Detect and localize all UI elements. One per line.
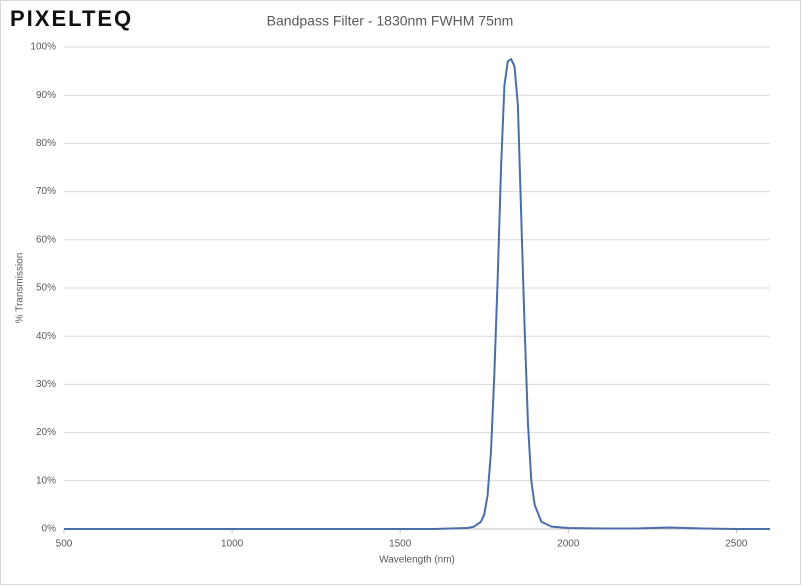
x-tick-label: 1500 xyxy=(389,539,412,550)
y-tick-label: 40% xyxy=(36,331,56,342)
y-tick-label: 30% xyxy=(36,379,56,390)
y-tick-label: 10% xyxy=(36,475,56,486)
y-tick-label: 100% xyxy=(30,42,56,53)
data-line xyxy=(64,58,770,530)
x-axis-label: Wavelength (nm) xyxy=(379,555,455,566)
y-tick-label: 60% xyxy=(36,234,56,245)
x-tick-label: 2000 xyxy=(557,539,580,550)
chart-title: Bandpass Filter - 1830nm FWHM 75nm xyxy=(267,13,514,29)
y-tick-label: 90% xyxy=(36,90,56,101)
x-tick-label: 500 xyxy=(56,539,73,550)
y-axis-label: % Transmission xyxy=(15,253,26,324)
y-tick-label: 20% xyxy=(36,427,56,438)
x-tick-label: 2500 xyxy=(725,539,748,550)
y-tick-label: 70% xyxy=(36,186,56,197)
logo: PIXELTEQ xyxy=(10,6,133,31)
y-tick-label: 80% xyxy=(36,138,56,149)
x-tick-label: 1000 xyxy=(221,539,244,550)
y-tick-label: 0% xyxy=(42,524,57,535)
y-tick-label: 50% xyxy=(36,283,56,294)
